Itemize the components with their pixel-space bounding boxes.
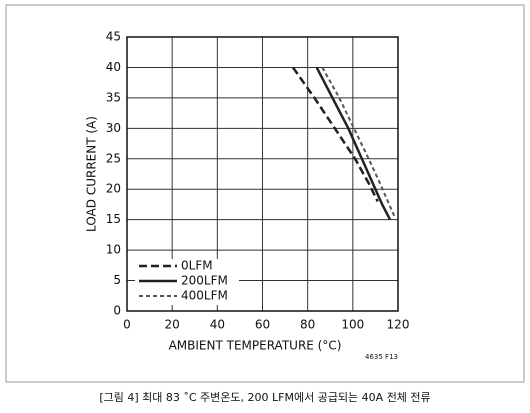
y-axis-label: LOAD CURRENT (A) <box>85 116 99 232</box>
y-tick-label: 0 <box>113 304 121 318</box>
x-tick-label: 100 <box>341 318 364 332</box>
series-line <box>321 66 396 218</box>
series-line <box>291 66 379 202</box>
x-tick-label: 40 <box>210 318 225 332</box>
y-tick-label: 30 <box>106 121 121 135</box>
y-tick-label: 15 <box>106 212 121 226</box>
legend-label: 0LFM <box>181 259 213 273</box>
plot-border <box>126 36 399 312</box>
y-tick-label: 40 <box>106 60 121 74</box>
caption: [그림 4] 최대 83 ˚C 주변온도, 200 LFM에서 공급되는 40A… <box>99 391 430 404</box>
x-axis-label: AMBIENT TEMPERATURE (°C) <box>169 339 342 353</box>
y-tick-label: 20 <box>106 182 121 196</box>
x-tick-label: 120 <box>387 318 410 332</box>
figure-note: 4635 F13 <box>365 353 398 361</box>
series-line <box>315 66 392 221</box>
y-tick-label: 45 <box>106 30 121 44</box>
y-tick-label: 5 <box>113 273 121 287</box>
frame <box>5 4 525 383</box>
y-tick-label: 25 <box>106 151 121 165</box>
legend-label: 200LFM <box>181 274 228 288</box>
x-tick-label: 20 <box>165 318 180 332</box>
legend-label: 400LFM <box>181 289 228 303</box>
x-tick-label: 0 <box>123 318 131 332</box>
x-tick-label: 80 <box>300 318 315 332</box>
y-tick-label: 35 <box>106 90 121 104</box>
y-tick-label: 10 <box>106 243 121 257</box>
x-tick-label: 60 <box>255 318 270 332</box>
